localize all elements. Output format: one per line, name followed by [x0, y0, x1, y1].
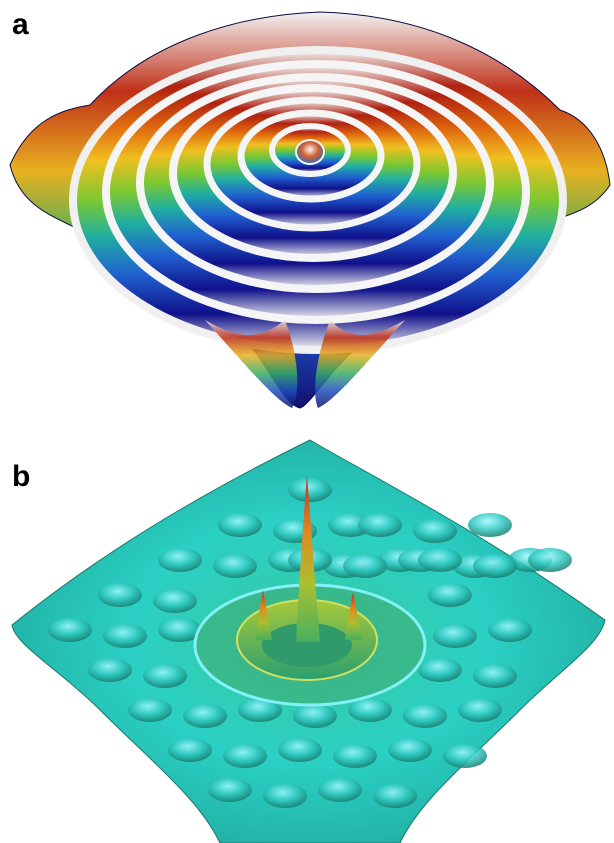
surface-bump [128, 698, 172, 722]
surface-bump [153, 589, 197, 613]
surface-bump [168, 738, 212, 762]
surface-bump [403, 704, 447, 728]
surface-bump [473, 554, 517, 578]
surface-bump [103, 624, 147, 648]
surface-bump [413, 519, 457, 543]
surface-bump [388, 738, 432, 762]
surface-bump [318, 778, 362, 802]
surface-bump [348, 698, 392, 722]
panel-label-b: b [12, 460, 31, 493]
surface-bump [218, 513, 262, 537]
peak-surface-figure [11, 439, 606, 843]
surface-bump [288, 478, 332, 502]
ring-surface-figure [9, 11, 611, 409]
surface-bump [428, 583, 472, 607]
surface-bump [468, 513, 512, 537]
surface-bump [158, 618, 202, 642]
surface-bump [343, 554, 387, 578]
surface-bump [213, 554, 257, 578]
surface-bump [183, 704, 227, 728]
surface-bump [488, 618, 532, 642]
surface-bump [418, 658, 462, 682]
ring-surface-rings [69, 46, 567, 354]
surface-bump [48, 618, 92, 642]
surface-bump [443, 744, 487, 768]
surface-bump [458, 698, 502, 722]
surface-bump [358, 513, 402, 537]
surface-bump [263, 784, 307, 808]
surface-bump [278, 738, 322, 762]
surface-bump [373, 784, 417, 808]
surface-bump [528, 548, 572, 572]
ring-surface-bottom-lobes [205, 320, 405, 408]
surface-bump [333, 744, 377, 768]
surface-bump [158, 548, 202, 572]
surface-bump [473, 664, 517, 688]
surface-bump [88, 658, 132, 682]
surface-bump [223, 744, 267, 768]
panel-label-a: a [12, 8, 29, 41]
surface-bump [238, 698, 282, 722]
surface-bump [433, 624, 477, 648]
surface-bump [143, 664, 187, 688]
surface-bump [418, 548, 462, 572]
surface-bump [208, 778, 252, 802]
surface-bump [98, 583, 142, 607]
central-peak [255, 475, 362, 642]
surface-bump [293, 704, 337, 728]
peak-surface-bumps [48, 478, 572, 808]
